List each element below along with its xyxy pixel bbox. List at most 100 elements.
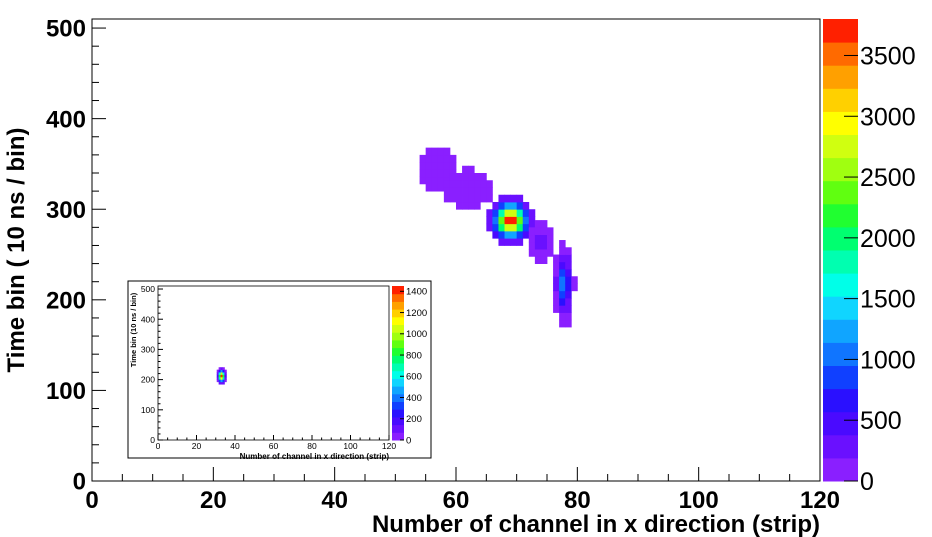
heatmap-cell	[449, 180, 457, 188]
heatmap-cell	[220, 379, 223, 383]
palette-swatch	[392, 378, 404, 387]
heatmap-cell	[534, 234, 542, 243]
heatmap-cell	[437, 162, 445, 170]
heatmap-cell	[559, 312, 566, 321]
heatmap-cell	[224, 369, 227, 373]
heatmap-cell	[468, 180, 475, 188]
heatmap-cell	[216, 372, 220, 375]
heatmap-cell	[528, 249, 536, 257]
heatmap-cell	[462, 187, 469, 196]
inset-palette-ticks: 0 200 400 600 800 1000 1200 1400	[400, 287, 427, 446]
heatmap-cell	[498, 223, 505, 232]
y-tick-label: 100	[46, 378, 86, 405]
palette-swatch	[823, 157, 858, 182]
heatmap-cell	[547, 249, 554, 257]
palette-swatch	[392, 409, 404, 418]
y-tick-label: 300	[141, 344, 155, 354]
heatmap-cell	[571, 276, 578, 284]
heatmap-cell	[437, 169, 445, 178]
heatmap-cell	[498, 216, 505, 225]
heatmap-cell	[449, 154, 457, 163]
palette-tick-label: 200	[406, 414, 422, 425]
palette-swatch	[392, 309, 404, 318]
heatmap-cell	[565, 269, 572, 277]
heatmap-cell	[504, 194, 512, 203]
x-tick-label: 80	[307, 441, 317, 451]
palette-tick-label: 2500	[860, 164, 916, 192]
heatmap-cell	[565, 261, 572, 270]
palette-swatch	[823, 65, 858, 89]
heatmap-cell	[216, 369, 220, 373]
heatmap-cell	[222, 381, 225, 385]
palette-swatch	[392, 432, 404, 441]
heatmap-cell	[553, 305, 560, 313]
heatmap-cell	[437, 176, 445, 185]
heatmap-cell	[419, 154, 427, 163]
heatmap-cell	[449, 162, 457, 170]
heatmap-cell	[222, 367, 225, 371]
x-tick-label: 20	[200, 487, 227, 514]
palette-swatch	[823, 250, 858, 274]
heatmap-cell	[565, 283, 572, 292]
heatmap-cell	[510, 194, 518, 203]
heatmap-cell	[419, 162, 427, 170]
heatmap-cell	[474, 194, 481, 203]
heatmap-cell	[443, 154, 451, 163]
palette-swatch	[823, 365, 858, 390]
heatmap-cell	[474, 173, 481, 181]
palette-swatch	[392, 416, 404, 426]
x-tick-label: 100	[343, 441, 357, 451]
palette-tick-label: 0	[860, 468, 874, 496]
heatmap-cell	[565, 290, 572, 299]
heatmap-cell	[571, 283, 578, 292]
palette-tick-label: 0	[406, 435, 411, 446]
inset-palette-cells	[392, 286, 404, 441]
heatmap-cell	[553, 269, 560, 277]
heatmap-cell	[504, 209, 512, 217]
heatmap-cell	[456, 180, 463, 188]
heatmap-cell	[456, 201, 463, 210]
palette-tick-label: 1000	[406, 329, 427, 340]
heatmap-cell	[504, 230, 512, 239]
palette-swatch	[823, 134, 858, 159]
palette-swatch	[823, 319, 858, 343]
heatmap-cell	[498, 230, 505, 239]
heatmap-cell	[559, 247, 566, 255]
heatmap-cell	[504, 216, 512, 225]
inset-plot: 0 20 40 60 80 100 120 0 100 200 300 400 500 0 200 400…	[127, 280, 432, 461]
heatmap-cell	[510, 238, 518, 246]
y-tick-label: 200	[46, 287, 86, 314]
y-tick-label: 300	[46, 197, 86, 224]
heatmap-cell	[498, 201, 505, 210]
heatmap-cell	[553, 283, 560, 292]
palette-swatch	[823, 434, 858, 459]
inset-background	[127, 280, 432, 459]
heatmap-cell	[534, 227, 542, 236]
heatmap-cell	[510, 201, 518, 210]
heatmap-cell	[218, 374, 221, 378]
heatmap-cell	[468, 187, 475, 196]
heatmap-cell	[218, 369, 221, 373]
heatmap-cell	[480, 180, 487, 188]
palette-swatch	[823, 273, 858, 297]
heatmap-cell	[474, 180, 481, 188]
heatmap-cell	[480, 173, 487, 181]
x-tick-label: 60	[443, 487, 470, 514]
main-palette-cells	[823, 19, 858, 482]
palette-tick-label: 1000	[860, 346, 916, 374]
heatmap-cell	[516, 223, 524, 232]
heatmap-cell	[443, 187, 451, 196]
palette-swatch	[823, 457, 858, 482]
heatmap-cell	[220, 381, 223, 385]
heatmap-cell	[474, 187, 481, 196]
x-tick-label: 60	[269, 441, 279, 451]
heatmap-cell	[437, 147, 445, 156]
main-y-axis-title: Time bin ( 10 ns / bin)	[3, 128, 30, 373]
heatmap-cell	[449, 194, 457, 203]
palette-swatch	[823, 42, 858, 66]
heatmap-cell	[222, 372, 225, 375]
heatmap-cell	[540, 256, 548, 264]
heatmap-cell	[559, 290, 566, 299]
heatmap-cell	[480, 194, 487, 203]
